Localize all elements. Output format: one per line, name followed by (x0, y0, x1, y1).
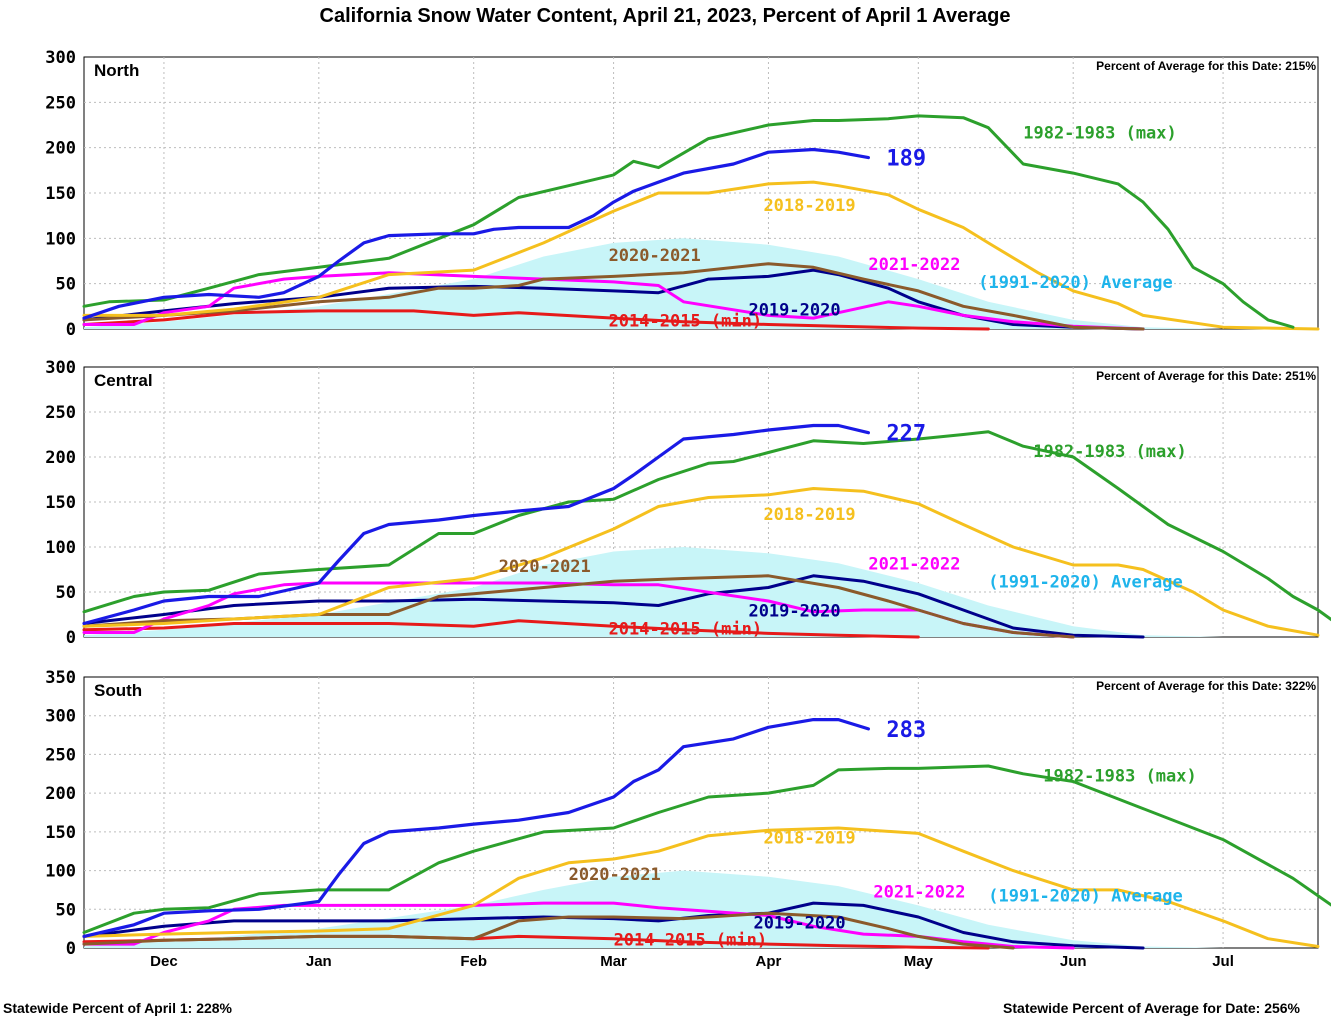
series-label-average: (1991-2020) Average (988, 887, 1182, 907)
series-line-wy2023 (82, 147, 870, 320)
series-label-average: (1991-2020) Average (978, 273, 1172, 293)
series-line-y2022 (82, 271, 1145, 331)
x-tick-label: Mar (600, 953, 627, 970)
region-label: Central (94, 371, 153, 390)
panel-south: 0 50 100 150 200 250 300 350 South Percent of Ave… (45, 668, 1331, 959)
series-label-y2021: 2020-2021 (499, 557, 591, 577)
series-label-y2022: 2021-2022 (868, 555, 960, 575)
y-tick-label: 300 (45, 48, 76, 68)
series-label-y2019: 2018-2019 (763, 828, 855, 848)
series-line-y2019 (82, 180, 1320, 331)
x-tick-label: May (904, 953, 934, 970)
percent-of-average-label: Percent of Average for this Date: 215% (1096, 59, 1316, 73)
series-line-y2021 (82, 262, 1145, 331)
series-line-y2020 (82, 574, 1145, 639)
y-tick-label: 150 (45, 823, 76, 843)
percent-of-average-label: Percent of Average for this Date: 322% (1096, 679, 1316, 693)
y-tick-label: 200 (45, 139, 76, 159)
y-tick-label: 200 (45, 448, 76, 468)
series-label-average: (1991-2020) Average (988, 573, 1182, 593)
x-axis: Dec Jan Feb Mar Apr May Jun Jul (150, 953, 1234, 970)
y-tick-label: 0 (66, 939, 76, 959)
panels: 0 50 100 150 200 250 300 North Percent of Averag… (45, 48, 1331, 959)
series-label-y2021: 2020-2021 (609, 246, 701, 266)
region-label: South (94, 681, 142, 700)
x-tick-label: Apr (756, 953, 782, 970)
x-tick-label: Feb (460, 953, 487, 970)
y-tick-label: 250 (45, 403, 76, 423)
series-label-y2019: 2018-2019 (763, 505, 855, 525)
series-label-y2015: 2014-2015 (min) (609, 311, 763, 331)
series-line-y1983 (82, 430, 1331, 622)
series-line-y2015 (82, 309, 990, 331)
statewide-april1-label: Statewide Percent of April 1: 228% (3, 1000, 233, 1016)
series-line-y2019 (82, 826, 1320, 948)
x-tick-label: Jan (306, 953, 332, 970)
y-tick-label: 50 (56, 275, 76, 295)
region-label: North (94, 61, 139, 80)
y-tick-label: 50 (56, 583, 76, 603)
series-line-y1983 (82, 114, 1295, 329)
series-line-wy2023 (82, 718, 870, 938)
series-label-y1983: 1982-1983 (max) (1043, 767, 1197, 787)
series-label-y2020: 2019-2020 (748, 300, 840, 320)
y-tick-label: 250 (45, 93, 76, 113)
percent-of-average-label: Percent of Average for this Date: 251% (1096, 369, 1316, 383)
current-value-label: 189 (886, 147, 926, 172)
y-tick-label: 0 (66, 628, 76, 648)
series-label-y1983: 1982-1983 (max) (1023, 124, 1177, 144)
y-tick-label: 250 (45, 745, 76, 765)
y-tick-label: 200 (45, 784, 76, 804)
y-tick-label: 100 (45, 538, 76, 558)
series-line-y2015 (82, 619, 920, 639)
y-tick-label: 0 (66, 320, 76, 340)
panel-north: 0 50 100 150 200 250 300 North Percent of Averag… (45, 48, 1320, 340)
y-tick-label: 50 (56, 900, 76, 920)
series-label-y2021: 2020-2021 (569, 865, 661, 885)
series-label-y2020: 2019-2020 (753, 914, 845, 934)
series-label-y2020: 2019-2020 (748, 601, 840, 621)
y-tick-label: 300 (45, 707, 76, 727)
series-line-y2021 (82, 911, 1015, 950)
current-value-label: 227 (886, 422, 926, 447)
series-line-y1983 (82, 764, 1331, 934)
y-tick-label: 150 (45, 493, 76, 513)
y-tick-label: 150 (45, 184, 76, 204)
statewide-date-label: Statewide Percent of Average for Date: 2… (1003, 1000, 1301, 1016)
x-tick-label: Jul (1212, 953, 1234, 970)
x-tick-label: Dec (150, 953, 178, 970)
series-line-wy2023 (82, 423, 870, 626)
y-tick-label: 350 (45, 668, 76, 688)
series-label-y1983: 1982-1983 (max) (1033, 442, 1187, 462)
x-tick-label: Jun (1060, 953, 1087, 970)
series-label-y2015: 2014-2015 (min) (609, 619, 763, 639)
panel-central: 0 50 100 150 200 250 300 Central Percent of Aver… (45, 358, 1331, 648)
y-tick-label: 100 (45, 862, 76, 882)
y-tick-label: 300 (45, 358, 76, 378)
series-label-y2015: 2014-2015 (min) (614, 931, 768, 951)
current-value-label: 283 (886, 718, 926, 743)
series-label-y2022: 2021-2022 (868, 255, 960, 275)
series-label-y2022: 2021-2022 (873, 883, 965, 903)
series-label-y2019: 2018-2019 (763, 196, 855, 216)
y-tick-label: 100 (45, 229, 76, 249)
series-line-y2019 (82, 487, 1320, 637)
chart-title: California Snow Water Content, April 21,… (320, 5, 1011, 27)
